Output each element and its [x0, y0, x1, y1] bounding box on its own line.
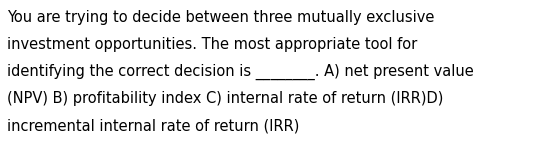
Text: identifying the correct decision is ________. A) net present value: identifying the correct decision is ____… — [7, 64, 474, 80]
Text: (NPV) B) profitability index C) internal rate of return (IRR)D): (NPV) B) profitability index C) internal… — [7, 91, 444, 106]
Text: You are trying to decide between three mutually exclusive: You are trying to decide between three m… — [7, 10, 435, 25]
Text: investment opportunities. The most appropriate tool for: investment opportunities. The most appro… — [7, 37, 417, 52]
Text: incremental internal rate of return (IRR): incremental internal rate of return (IRR… — [7, 118, 300, 133]
